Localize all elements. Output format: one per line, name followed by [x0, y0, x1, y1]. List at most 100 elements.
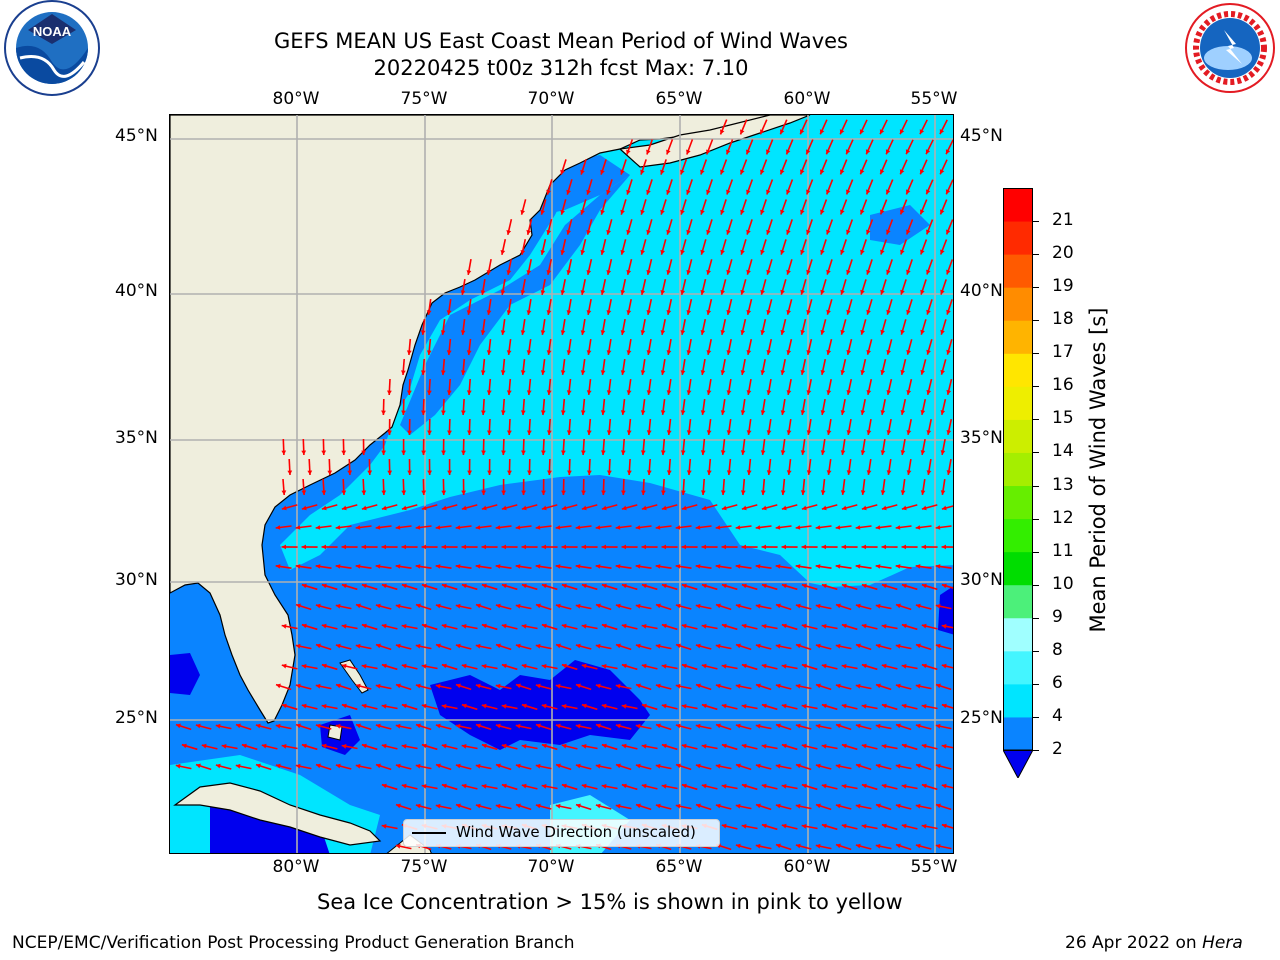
wind-wave-arrow-head — [515, 723, 521, 729]
wind-wave-arrow-head — [466, 310, 472, 315]
wind-wave-arrow-head — [626, 310, 632, 315]
wind-wave-arrow-head — [861, 583, 867, 589]
wind-wave-arrow-head — [906, 229, 911, 235]
wind-wave-arrow-head — [901, 544, 906, 550]
wind-wave-arrow-head — [726, 149, 731, 155]
wind-wave-arrow-head — [886, 470, 892, 475]
wind-wave-arrow-head — [581, 505, 587, 511]
wind-wave-arrow-head — [515, 564, 521, 569]
wind-wave-arrow-head — [601, 703, 607, 709]
wind-wave-arrow-head — [541, 664, 547, 669]
wind-wave-arrow-head — [715, 763, 721, 769]
wind-wave-arrow-head — [840, 209, 845, 215]
wind-wave-arrow-head — [387, 430, 392, 435]
wind-wave-arrow-head — [456, 803, 461, 809]
wind-wave-arrow-head — [501, 663, 507, 669]
wind-wave-arrow-head — [520, 250, 526, 255]
wind-wave-arrow-head — [726, 229, 731, 235]
wind-wave-arrow-head — [660, 209, 665, 215]
wind-wave-arrow-head — [855, 683, 861, 689]
wind-wave-arrow-head — [546, 310, 552, 315]
wind-wave-arrow-head — [886, 390, 892, 395]
wind-wave-arrow-head — [901, 703, 907, 709]
wind-wave-arrow-head — [596, 603, 601, 609]
wind-wave-arrow-head — [686, 390, 692, 395]
wind-wave-arrow-head — [621, 704, 627, 709]
wind-wave-arrow-head — [215, 723, 221, 729]
wind-wave-arrow-head — [661, 544, 666, 550]
wind-wave-arrow-head — [361, 450, 366, 455]
wind-wave-arrow-head — [395, 723, 401, 729]
wind-wave-arrow-head — [567, 470, 572, 475]
wind-wave-arrow-head — [641, 783, 647, 789]
wind-wave-arrow-head — [480, 370, 486, 375]
wind-wave-arrow-head — [341, 703, 347, 709]
wind-wave-arrow-head — [361, 583, 367, 589]
wind-wave-arrow-head — [680, 289, 686, 295]
wind-wave-arrow-head — [361, 664, 367, 669]
wind-wave-arrow-head — [475, 525, 481, 530]
wind-wave-arrow-head — [840, 289, 845, 295]
colorbar-tick-label: 6 — [1052, 672, 1063, 693]
wind-wave-arrow-head — [460, 330, 466, 335]
lat-label-left-35n: 35°N — [115, 428, 158, 448]
wind-wave-arrow-head — [481, 703, 487, 709]
wind-wave-arrow-head — [701, 703, 707, 709]
wind-wave-arrow-head — [580, 290, 586, 295]
wind-wave-arrow-head — [860, 169, 865, 175]
wind-wave-arrow-head — [641, 703, 647, 709]
wind-wave-arrow-head — [715, 525, 721, 530]
low-period-patch-5 — [938, 586, 953, 635]
wind-wave-arrow-head — [795, 603, 801, 609]
wind-wave-arrow-head — [760, 330, 766, 335]
wind-wave-arrow-head — [935, 763, 941, 769]
wind-wave-arrow-head — [880, 289, 885, 295]
wind-wave-arrow-head — [941, 505, 947, 511]
wind-wave-arrow-head — [646, 229, 651, 235]
wind-wave-arrow-head — [575, 643, 581, 649]
wind-wave-arrow-head — [566, 350, 572, 355]
wind-wave-arrow-head — [766, 390, 772, 395]
wind-wave-arrow-head — [761, 744, 767, 749]
wind-wave-arrow-head — [321, 583, 327, 589]
wind-wave-arrow-head — [515, 643, 521, 649]
wind-wave-arrow-head — [740, 410, 746, 415]
wind-wave-arrow-head — [647, 470, 652, 475]
wind-wave-arrow-head — [716, 723, 721, 729]
wind-wave-arrow-head — [581, 450, 586, 455]
wind-wave-arrow-head — [281, 744, 287, 749]
wind-wave-arrow-head — [886, 229, 891, 235]
lat-label-right-35n: 35°N — [960, 428, 1003, 448]
wind-wave-arrow-head — [680, 450, 686, 455]
wind-wave-arrow-head — [621, 743, 627, 749]
wind-wave-arrow-head — [920, 450, 926, 455]
wind-wave-arrow-head — [866, 269, 871, 275]
wind-wave-arrow-head — [506, 310, 512, 315]
colorbar-tick-mark — [1033, 716, 1039, 718]
wind-wave-arrow-head — [861, 743, 867, 749]
wind-wave-arrow-head — [301, 450, 307, 455]
wind-wave-arrow-head — [521, 450, 526, 455]
wind-wave-arrow-head — [595, 803, 601, 809]
wind-wave-arrow-head — [740, 370, 746, 375]
wind-wave-arrow-head — [746, 269, 751, 275]
wind-wave-arrow-head — [586, 350, 592, 355]
wind-wave-arrow-head — [901, 823, 907, 829]
wind-wave-arrow-head — [540, 370, 546, 375]
wind-wave-arrow-head — [780, 329, 786, 335]
wind-wave-arrow-head — [866, 349, 871, 355]
colorbar — [1002, 188, 1034, 780]
wind-wave-arrow-head — [876, 683, 881, 689]
wind-wave-arrow-head — [480, 330, 486, 335]
wind-wave-arrow-head — [401, 703, 407, 709]
wind-wave-arrow-head — [695, 525, 701, 530]
wind-wave-arrow-head — [940, 249, 945, 255]
wind-wave-arrow-head — [875, 723, 881, 729]
wind-wave-arrow-head — [461, 505, 467, 511]
wind-wave-arrow-head — [686, 310, 692, 315]
wind-wave-arrow-head — [636, 803, 641, 809]
wind-wave-arrow-head — [281, 544, 286, 550]
wind-wave-arrow-head — [681, 623, 687, 629]
wind-wave-arrow-head — [396, 683, 401, 689]
wind-wave-arrow-head — [820, 370, 826, 375]
